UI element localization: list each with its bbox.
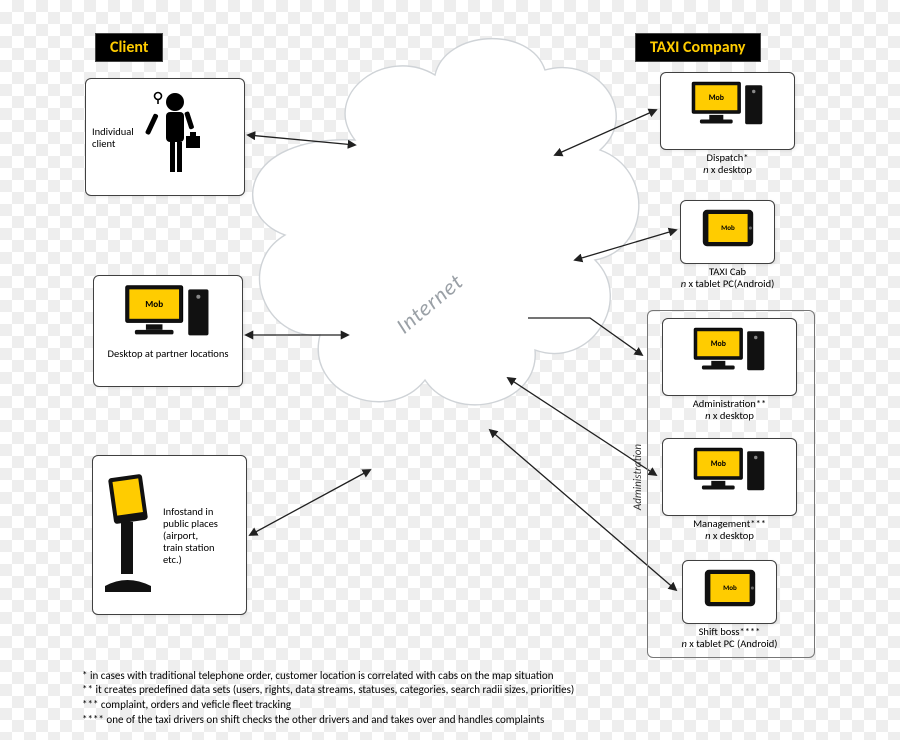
node-client-partner-desktop: Mob Desktop at partner locations [93, 275, 243, 387]
node-dispatch: Mob [660, 72, 795, 150]
node-client-infostand: Infostand inpublic places(airport,train … [92, 455, 247, 615]
svg-text:Mob: Mob [721, 223, 735, 232]
cloud-label: Internet [391, 268, 469, 339]
connector-arrow [528, 318, 642, 355]
diagram-stage: Client TAXI Company Internet Individualc… [0, 0, 900, 740]
footnote-line: ** it creates predefined data sets (user… [82, 683, 574, 698]
svg-text:Mob: Mob [708, 94, 723, 103]
node-label: Infostand inpublic places(airport,train … [163, 506, 218, 566]
cloud-shape [253, 39, 639, 405]
person-hailing-icon [140, 90, 210, 185]
connector-arrow [248, 135, 355, 145]
desktop-icon: Mob [689, 79, 767, 134]
connector-arrow [575, 230, 676, 260]
header-company: TAXI Company [635, 33, 761, 62]
footnote-line: *** complaint, orders and veficle fleet … [82, 698, 574, 713]
admin-group-box [647, 310, 815, 658]
header-client: Client [95, 33, 163, 62]
footnotes: * in cases with traditional telephone or… [82, 669, 574, 728]
node-client-individual: Individualclient [85, 78, 245, 196]
footnote-line: * in cases with traditional telephone or… [82, 669, 574, 684]
admin-group-label: Administration [631, 444, 644, 510]
desktop-icon: Mob [122, 282, 214, 346]
svg-text:Mob: Mob [145, 299, 163, 310]
node-taxicab: Mob [680, 200, 775, 264]
connector-arrow [555, 110, 656, 155]
caption-dispatch: Dispatch*n x desktop [653, 152, 803, 176]
caption-taxicab: TAXI Cabn x tablet PC(Android) [653, 266, 803, 290]
kiosk-icon [99, 474, 157, 597]
tablet-icon: Mob [700, 207, 756, 249]
connector-arrow [250, 470, 370, 535]
footnote-line: **** one of the taxi drivers on shift ch… [82, 713, 574, 728]
node-label: Desktop at partner locations [108, 348, 229, 360]
node-label: Individualclient [92, 126, 134, 150]
